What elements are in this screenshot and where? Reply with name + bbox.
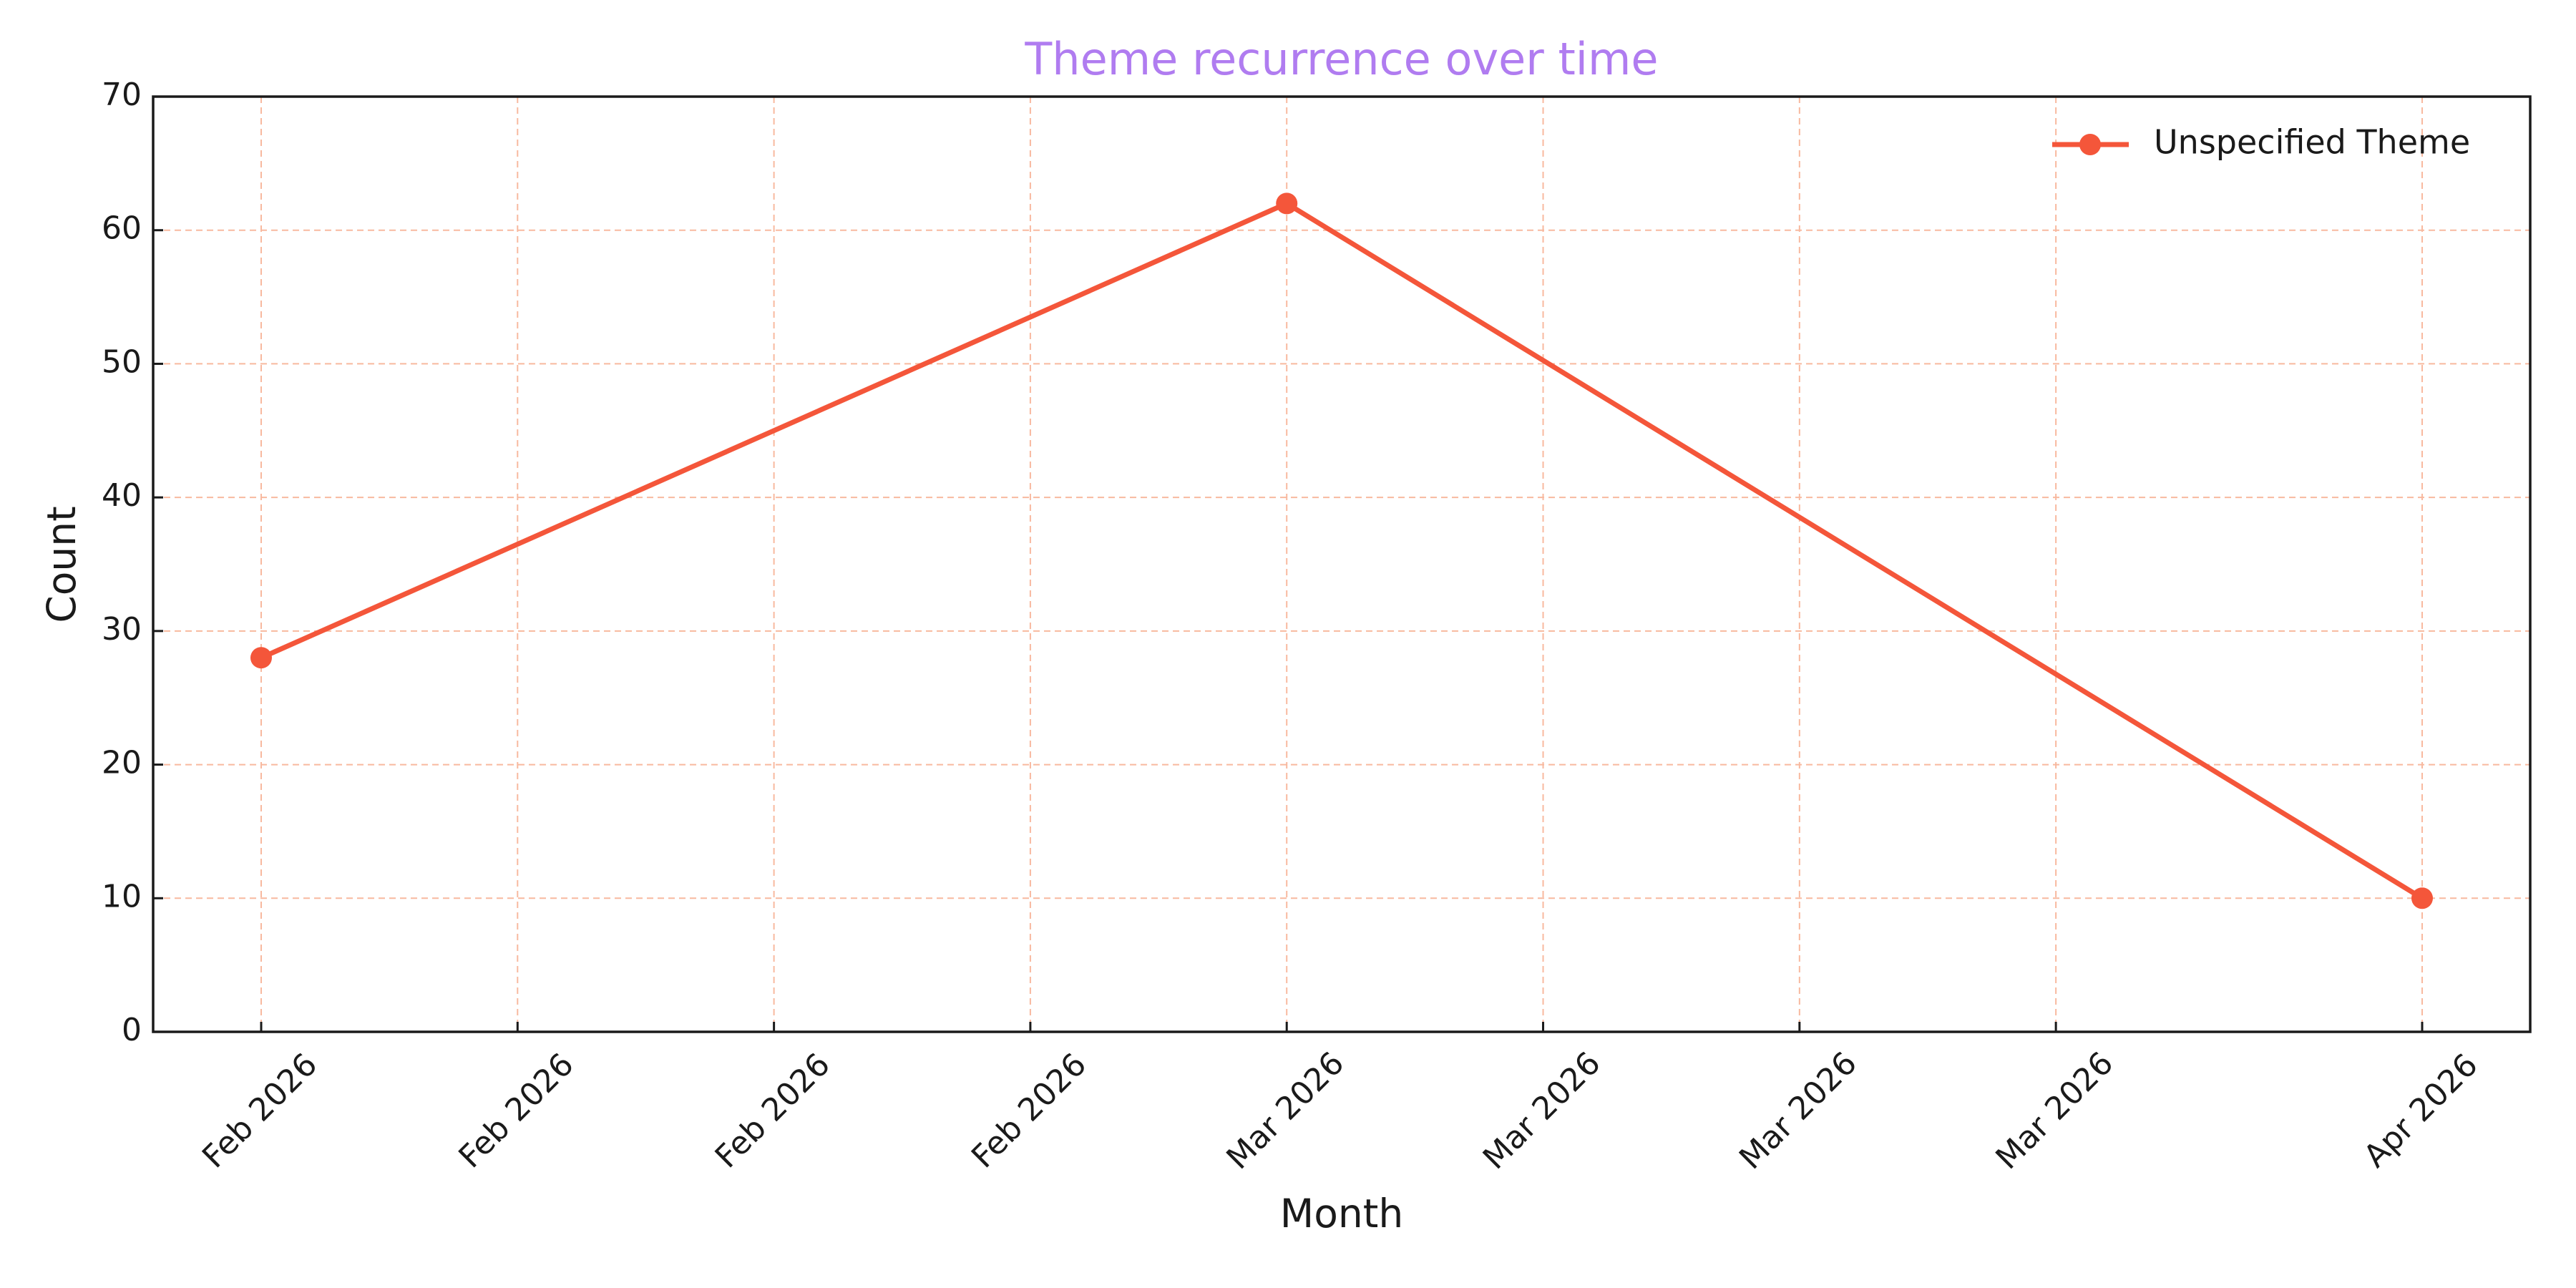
x-tick-label: Apr 2026 — [2357, 1047, 2485, 1175]
data-point — [250, 647, 272, 669]
x-tick-label: Feb 2026 — [195, 1046, 324, 1175]
y-tick-label: 10 — [102, 878, 142, 914]
data-point — [2411, 887, 2433, 909]
y-tick-label: 30 — [102, 611, 142, 648]
legend-marker — [2079, 134, 2101, 155]
x-tick-label: Mar 2026 — [1732, 1045, 1864, 1176]
x-tick-label: Mar 2026 — [1220, 1045, 1352, 1176]
y-tick-label: 50 — [102, 343, 142, 380]
chart-title: Theme recurrence over time — [1024, 33, 1658, 85]
x-tick-label: Feb 2026 — [708, 1046, 837, 1175]
legend-label: Unspecified Theme — [2154, 123, 2470, 162]
y-tick-label: 70 — [102, 77, 142, 113]
data-point — [1276, 192, 1298, 215]
x-tick-label: Feb 2026 — [965, 1046, 1093, 1175]
x-tick-label: Mar 2026 — [1989, 1045, 2120, 1176]
x-tick-label: Mar 2026 — [1476, 1045, 1608, 1176]
x-axis-label: Month — [1280, 1191, 1403, 1236]
y-axis-label: Count — [39, 506, 84, 623]
y-tick-label: 20 — [102, 745, 142, 781]
plot-frame — [152, 95, 2532, 1033]
y-tick-label: 0 — [122, 1012, 142, 1048]
y-tick-label: 40 — [102, 477, 142, 514]
data-line — [260, 200, 2424, 901]
y-tick-label: 60 — [102, 210, 142, 247]
x-tick-label: Feb 2026 — [452, 1046, 580, 1175]
